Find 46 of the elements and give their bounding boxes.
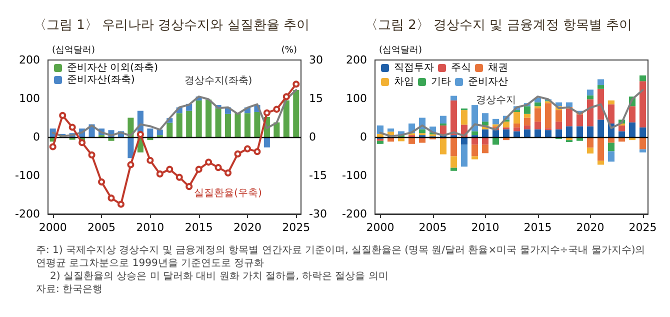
x-tick-label: 2025 — [628, 221, 657, 234]
legend-label: 주식 — [451, 62, 471, 74]
x-tick-label: 2025 — [282, 221, 310, 234]
series-label: 실질환율(우축) — [194, 188, 262, 199]
legend-label: 준비자산 — [468, 76, 508, 88]
series-label: 경상수지 — [476, 95, 516, 106]
y-tick-label: 200 — [19, 54, 40, 66]
legend-label: 준비자산(좌축) — [67, 74, 135, 86]
x-tick-label: 2010 — [136, 221, 164, 234]
y2-tick-label: 15 — [309, 92, 323, 105]
x-tick-label: 2015 — [524, 221, 552, 234]
y-tick-label: 0 — [360, 130, 367, 144]
text: 주: 1) 국제수지상 경상수지 및 금융계정의 항목별 연간자료 기준이며, 실질환율은 (명목 원/달러 환율×미국 물가지수÷국내 물가지수)의 연평균 로그차분으로 1999년을 기준연도로 정규화 — [36, 244, 646, 270]
y-tick-label: 200 — [346, 54, 367, 66]
y-tick-label: 100 — [19, 92, 40, 105]
legend-label: 기타 — [431, 76, 451, 88]
y-tick-label: -200 — [342, 208, 367, 220]
x-tick-label: 2005 — [418, 221, 447, 234]
legend-label: 직접투자 — [394, 62, 434, 74]
x-tick-label: 2005 — [88, 221, 116, 234]
x-tick-label: 2015 — [184, 221, 213, 234]
x-tick-label: 2000 — [38, 221, 67, 234]
text: 자료: 한국은행 — [36, 283, 104, 296]
y-tick-label: 0 — [33, 130, 40, 144]
y-tick-label: -100 — [342, 169, 367, 182]
y2-tick-label: -30 — [309, 208, 327, 220]
y-axis-title: (십억달러) — [52, 46, 96, 56]
y2-axis-title: (%) — [281, 46, 297, 56]
x-tick-label: 2020 — [576, 221, 604, 234]
legend-label: 차입 — [394, 76, 414, 88]
legend-label: 준비자산 이외(좌축) — [67, 62, 158, 74]
chart-title: 〈그림 1〉 우리나라 경상수지와 실질환율 추이 — [34, 18, 310, 33]
y-tick-label: 100 — [346, 92, 367, 105]
y2-tick-label: 0 — [309, 130, 316, 144]
x-tick-label: 2010 — [471, 221, 500, 234]
y-tick-label: -200 — [15, 208, 40, 220]
chart-title: 〈그림 2〉 경상수지 및 금융계정 항목별 추이 — [364, 18, 632, 33]
series-label: 경상수지(좌축) — [184, 76, 252, 87]
x-tick-label: 2020 — [233, 221, 262, 234]
x-tick-label: 2000 — [366, 221, 394, 234]
y-tick-label: -100 — [15, 169, 40, 182]
y2-tick-label: -15 — [309, 169, 327, 182]
y-axis-title: (십억달러) — [379, 46, 422, 56]
legend-label: 채권 — [488, 62, 508, 74]
text: 2) 실질환율의 상승은 미 달러화 대비 원화 가치 절하를, 하락은 절상을 의미 — [49, 270, 390, 283]
y2-tick-label: 30 — [309, 54, 323, 66]
